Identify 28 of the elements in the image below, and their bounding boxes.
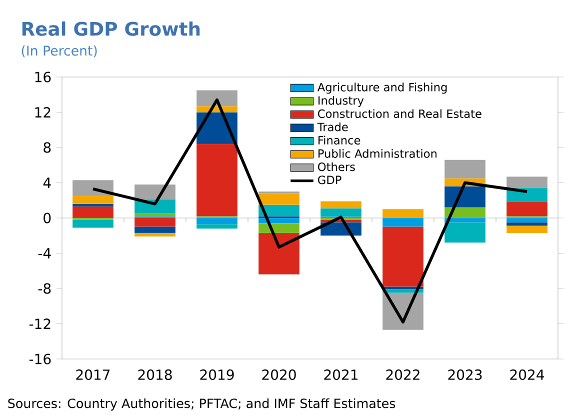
legend-label: Finance xyxy=(318,136,360,145)
y-tick-label: 16 xyxy=(35,72,51,82)
legend-label: Construction and Real Estate xyxy=(318,109,482,118)
legend-label: Agriculture and Fishing xyxy=(317,82,447,94)
y-tick-label: -16 xyxy=(29,354,51,364)
legend-label: Industry xyxy=(318,96,364,107)
x-tick-label: 2021 xyxy=(324,369,358,380)
legend-label: Trade xyxy=(317,122,348,132)
legend-label: Public Administration xyxy=(318,149,437,158)
x-tick-label: 2023 xyxy=(448,369,482,380)
y-tick-label: -4 xyxy=(38,248,51,258)
legend-label: GDP xyxy=(318,176,342,184)
legend-label: Others xyxy=(318,162,355,172)
source-note: Sources: Country Authorities; PFTAC; and IMF Staff Estimates xyxy=(8,398,396,411)
x-tick-label: 2018 xyxy=(138,369,172,380)
y-tick-label: 4 xyxy=(43,178,51,188)
x-tick-label: 2020 xyxy=(262,369,296,380)
chart-subtitle: (In Percent) xyxy=(22,45,97,58)
y-tick-label: -12 xyxy=(29,318,50,329)
y-tick-label: -8 xyxy=(38,283,51,294)
y-tick-label: 12 xyxy=(35,107,50,118)
x-tick-label: 2019 xyxy=(200,369,234,380)
x-tick-label: 2022 xyxy=(386,369,420,380)
x-tick-label: 2024 xyxy=(510,369,544,380)
y-tick-label: 0 xyxy=(44,212,51,224)
y-tick-label: 8 xyxy=(44,142,51,153)
x-tick-label: 2017 xyxy=(76,369,110,380)
chart-title: Real GDP Growth xyxy=(22,21,200,36)
